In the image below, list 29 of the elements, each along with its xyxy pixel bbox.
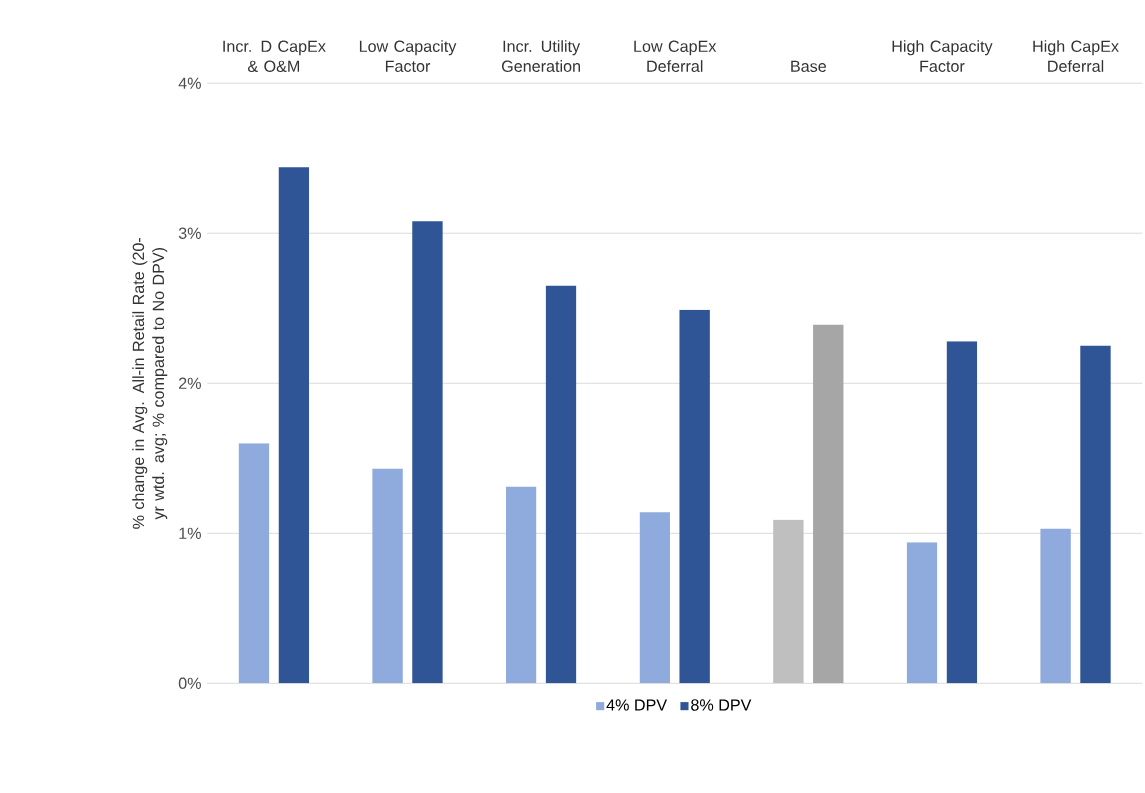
bar <box>773 519 804 684</box>
y-tick-label: 0% <box>178 677 201 690</box>
y-axis-title: % change in Avg. All-in Retail Rate (20-yr wtd. avg; % compared to No DPV) <box>132 238 168 529</box>
x-tick-label: Low CapEx Deferral <box>634 40 717 73</box>
x-tick-label: High CapEx Deferral <box>1033 40 1119 73</box>
x-tick-label: Incr. Utility Generation <box>502 40 581 73</box>
y-tick-label: 2% <box>179 377 201 390</box>
bar <box>372 468 403 684</box>
bar <box>906 542 938 684</box>
bar <box>505 486 537 684</box>
bar <box>278 167 310 684</box>
bar <box>545 285 577 684</box>
bar <box>238 443 270 684</box>
bar <box>1040 528 1071 684</box>
x-tick-label: Incr. D CapEx & O&M <box>223 40 326 73</box>
y-tick-label: 4% <box>178 77 201 89</box>
bar <box>412 221 443 684</box>
y-tick-label: 3% <box>178 227 201 240</box>
bar <box>813 324 844 684</box>
bar <box>946 341 978 684</box>
y-tick-label: 1% <box>179 527 201 540</box>
bar <box>679 309 710 684</box>
legend-label: 8% DPV <box>691 699 752 711</box>
x-tick-label: High Capacity Factor <box>892 40 993 73</box>
x-tick-label: Low Capacity Factor <box>359 40 457 73</box>
x-tick-label: Base <box>791 60 827 73</box>
bar <box>639 512 670 684</box>
legend-label: 4% DPV <box>606 699 668 711</box>
bar <box>1080 345 1111 684</box>
